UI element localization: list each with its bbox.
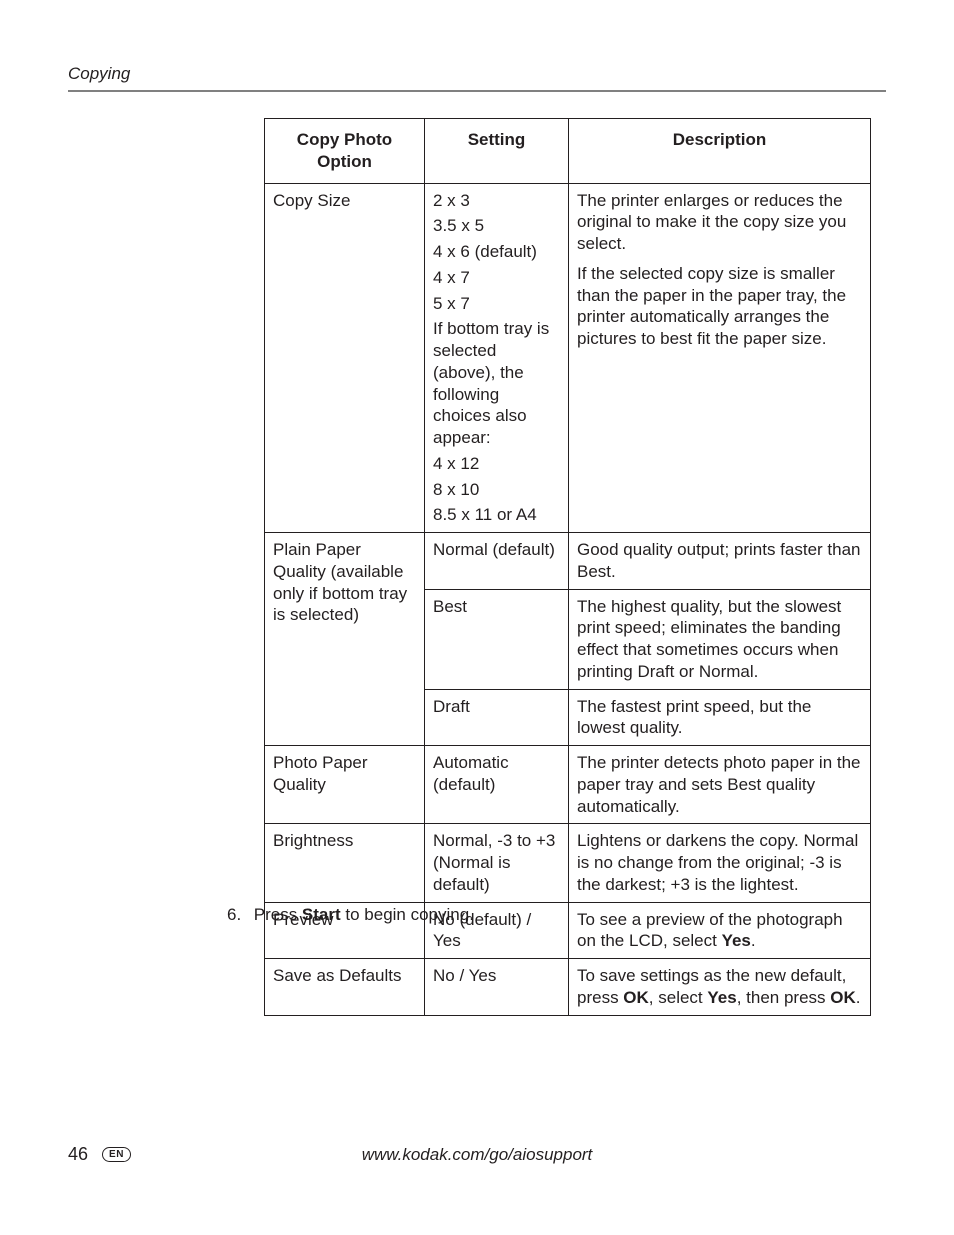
col-header-setting: Setting — [425, 119, 569, 184]
setting-item: If bottom tray is selected (above), the … — [433, 318, 560, 449]
description-para: If the selected copy size is smaller tha… — [577, 263, 862, 350]
page: Copying Copy Photo Option Setting Descri… — [0, 0, 954, 1235]
page-header: Copying — [68, 64, 886, 92]
desc-text: , then press — [737, 988, 831, 1007]
desc-bold: Yes — [722, 931, 751, 950]
cell-setting: Normal (default) — [425, 533, 569, 590]
table-row: Photo Paper Quality Automatic (default) … — [265, 746, 871, 824]
cell-option: Photo Paper Quality — [265, 746, 425, 824]
cell-description: The printer enlarges or reduces the orig… — [569, 183, 871, 533]
page-footer: 46 EN www.kodak.com/go/aiosupport — [68, 1144, 886, 1165]
options-table: Copy Photo Option Setting Description Co… — [264, 118, 871, 1016]
cell-description: To see a preview of the photograph on th… — [569, 902, 871, 959]
desc-bold: OK — [830, 988, 856, 1007]
cell-description: Lightens or darkens the copy. Normal is … — [569, 824, 871, 902]
step-number: 6. — [227, 904, 249, 926]
desc-text: To see a preview of the photograph on th… — [577, 910, 843, 951]
description-para: The printer enlarges or reduces the orig… — [577, 190, 862, 255]
cell-description: The highest quality, but the slowest pri… — [569, 589, 871, 689]
cell-option: Save as Defaults — [265, 959, 425, 1016]
cell-description: The fastest print speed, but the lowest … — [569, 689, 871, 746]
setting-item: 4 x 7 — [433, 267, 560, 289]
setting-item: 8.5 x 11 or A4 — [433, 504, 560, 526]
setting-item: 8 x 10 — [433, 479, 560, 501]
cell-option: Plain Paper Quality (available only if b… — [265, 533, 425, 746]
setting-item: 5 x 7 — [433, 293, 560, 315]
cell-description: To save settings as the new default, pre… — [569, 959, 871, 1016]
col-header-description: Description — [569, 119, 871, 184]
desc-text: . — [856, 988, 861, 1007]
section-title: Copying — [68, 64, 886, 88]
desc-bold: OK — [623, 988, 649, 1007]
cell-setting: Automatic (default) — [425, 746, 569, 824]
cell-description: The printer detects photo paper in the p… — [569, 746, 871, 824]
cell-setting: Normal, -3 to +3 (Normal is default) — [425, 824, 569, 902]
cell-description: Good quality output; prints faster than … — [569, 533, 871, 590]
cell-option: Brightness — [265, 824, 425, 902]
cell-setting: Draft — [425, 689, 569, 746]
content-area: Copy Photo Option Setting Description Co… — [264, 118, 870, 1016]
page-number: 46 — [68, 1144, 88, 1165]
cell-setting: Best — [425, 589, 569, 689]
setting-list: 2 x 3 3.5 x 5 4 x 6 (default) 4 x 7 5 x … — [433, 190, 560, 527]
setting-item: 4 x 12 — [433, 453, 560, 475]
header-rule — [68, 90, 886, 92]
cell-setting: No / Yes — [425, 959, 569, 1016]
table-row: Plain Paper Quality (available only if b… — [265, 533, 871, 590]
table-row: Copy Size 2 x 3 3.5 x 5 4 x 6 (default) … — [265, 183, 871, 533]
table-row: Save as Defaults No / Yes To save settin… — [265, 959, 871, 1016]
instruction-step: 6. Press Start to begin copying. — [227, 904, 474, 926]
desc-text: , select — [649, 988, 708, 1007]
desc-text: . — [751, 931, 756, 950]
step-text: Press — [254, 905, 302, 924]
setting-item: 3.5 x 5 — [433, 215, 560, 237]
desc-bold: Yes — [707, 988, 736, 1007]
footer-url: www.kodak.com/go/aiosupport — [362, 1145, 593, 1165]
table-row: Brightness Normal, -3 to +3 (Normal is d… — [265, 824, 871, 902]
table-header-row: Copy Photo Option Setting Description — [265, 119, 871, 184]
setting-item: 4 x 6 (default) — [433, 241, 560, 263]
language-badge: EN — [102, 1147, 131, 1162]
cell-option: Copy Size — [265, 183, 425, 533]
cell-setting: 2 x 3 3.5 x 5 4 x 6 (default) 4 x 7 5 x … — [425, 183, 569, 533]
col-header-option: Copy Photo Option — [265, 119, 425, 184]
step-bold: Start — [302, 905, 341, 924]
step-text: to begin copying. — [341, 905, 474, 924]
setting-item: 2 x 3 — [433, 190, 560, 212]
